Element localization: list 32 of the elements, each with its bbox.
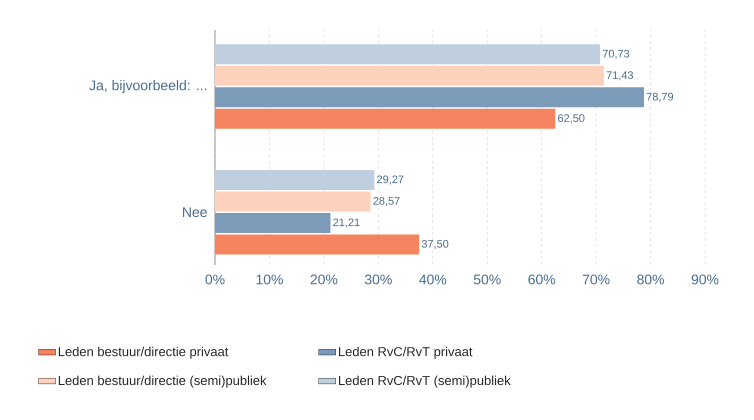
data-label: 29,27 [377, 175, 404, 184]
data-label: 28,57 [373, 196, 400, 206]
legend-label: Leden RvC/RvT privaat [338, 346, 472, 359]
legend-label: Leden RvC/RvT (semi)publiek [338, 376, 511, 388]
data-label: 78,79 [646, 92, 674, 102]
bar [215, 191, 371, 212]
y-tick-label: Ja, bijvoorbeeld: ... [89, 80, 206, 94]
data-label: 62,50 [558, 114, 584, 124]
data-label: 70,73 [602, 50, 630, 59]
x-tick-label: 30% [364, 274, 392, 284]
data-label: 37,50 [422, 240, 448, 249]
bar [215, 87, 644, 108]
x-tick-label: 20% [310, 274, 338, 284]
x-tick-label: 80% [637, 274, 664, 284]
legend-label: Leden bestuur/directie (semi)publiek [58, 376, 267, 388]
bar [215, 44, 600, 64]
bar [215, 212, 330, 233]
bar [215, 170, 374, 190]
data-label: 21,21 [333, 218, 360, 228]
x-tick-label: 10% [256, 274, 283, 284]
x-tick-label: 60% [528, 274, 556, 284]
data-label: 71,43 [606, 71, 634, 80]
x-tick-label: 70% [582, 274, 610, 284]
x-tick-label: 90% [692, 274, 718, 284]
x-tick-label: 50% [474, 274, 501, 284]
x-tick-label: 40% [419, 274, 446, 284]
legend-label: Leden bestuur/directie privaat [58, 346, 228, 359]
x-tick-label: 0% [205, 274, 225, 284]
bar [215, 108, 556, 129]
bar [215, 234, 420, 254]
y-tick-label: Nee [183, 207, 207, 218]
bar [215, 66, 604, 86]
